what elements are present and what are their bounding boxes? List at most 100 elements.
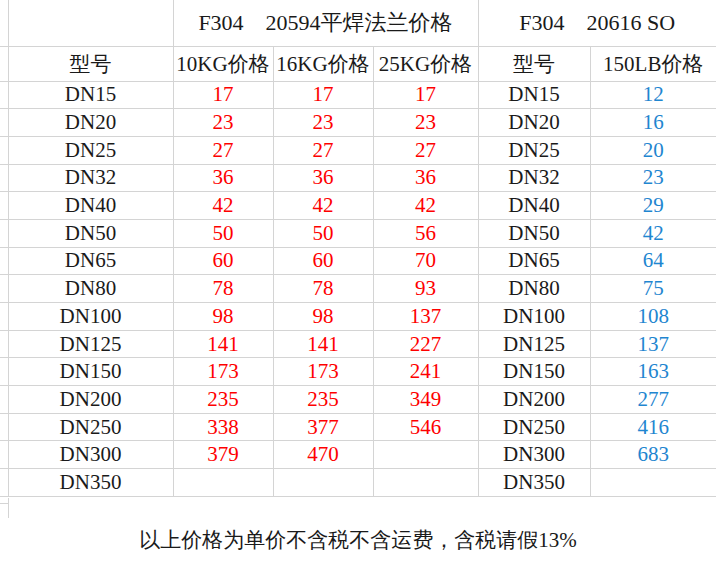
model-cell[interactable]: DN32 — [8, 164, 173, 192]
price-cell[interactable]: 98 — [273, 303, 373, 331]
price-cell[interactable]: 23 — [273, 109, 373, 137]
price-cell[interactable]: 60 — [273, 247, 373, 275]
price-cell[interactable]: 17 — [173, 81, 273, 109]
price-cell[interactable]: 50 — [173, 219, 273, 247]
model-cell[interactable]: DN50 — [478, 219, 590, 247]
model-cell[interactable]: DN15 — [8, 81, 173, 109]
price-cell[interactable]: 137 — [590, 330, 716, 358]
price-cell[interactable]: 78 — [273, 275, 373, 303]
model-cell[interactable]: DN350 — [478, 469, 590, 497]
price-cell[interactable]: 377 — [273, 413, 373, 441]
price-cell[interactable]: 27 — [173, 136, 273, 164]
price-cell[interactable]: 29 — [590, 192, 716, 220]
price-cell[interactable]: 36 — [173, 164, 273, 192]
price-cell[interactable]: 108 — [590, 303, 716, 331]
price-cell[interactable]: 50 — [273, 219, 373, 247]
price-cell[interactable] — [173, 469, 273, 497]
price-cell[interactable] — [373, 441, 478, 469]
column-header-25kg[interactable]: 25KG价格 — [373, 46, 478, 81]
price-cell[interactable]: 23 — [590, 164, 716, 192]
left-table-title[interactable]: F304 20594平焊法兰价格 — [173, 0, 478, 46]
model-cell[interactable]: DN300 — [8, 441, 173, 469]
price-cell[interactable]: 23 — [173, 109, 273, 137]
model-cell[interactable]: DN25 — [8, 136, 173, 164]
price-cell[interactable]: 42 — [590, 219, 716, 247]
price-cell[interactable]: 141 — [273, 330, 373, 358]
price-cell[interactable]: 70 — [373, 247, 478, 275]
price-cell[interactable]: 20 — [590, 136, 716, 164]
price-cell[interactable]: 64 — [590, 247, 716, 275]
empty-cell[interactable] — [8, 0, 173, 46]
price-cell[interactable]: 163 — [590, 358, 716, 386]
model-cell[interactable]: DN200 — [8, 386, 173, 414]
price-cell[interactable]: 349 — [373, 386, 478, 414]
price-cell[interactable]: 470 — [273, 441, 373, 469]
model-cell[interactable]: DN350 — [8, 469, 173, 497]
price-cell[interactable]: 235 — [273, 386, 373, 414]
model-cell[interactable]: DN250 — [478, 413, 590, 441]
price-cell[interactable]: 173 — [273, 358, 373, 386]
model-cell[interactable]: DN125 — [478, 330, 590, 358]
price-cell[interactable]: 23 — [373, 109, 478, 137]
model-cell[interactable]: DN65 — [8, 247, 173, 275]
model-cell[interactable]: DN65 — [478, 247, 590, 275]
price-cell[interactable]: 27 — [273, 136, 373, 164]
price-cell[interactable]: 546 — [373, 413, 478, 441]
column-header-16kg[interactable]: 16KG价格 — [273, 46, 373, 81]
price-cell[interactable]: 683 — [590, 441, 716, 469]
price-cell[interactable] — [590, 469, 716, 497]
column-header-150lb[interactable]: 150LB价格 — [590, 46, 716, 81]
price-cell[interactable]: 141 — [173, 330, 273, 358]
model-cell[interactable]: DN150 — [478, 358, 590, 386]
price-cell[interactable]: 241 — [373, 358, 478, 386]
table-row: DN40424242DN4029 — [0, 192, 716, 220]
price-cell[interactable]: 416 — [590, 413, 716, 441]
model-cell[interactable]: DN80 — [8, 275, 173, 303]
model-cell[interactable]: DN100 — [478, 303, 590, 331]
price-cell[interactable]: 42 — [373, 192, 478, 220]
price-cell[interactable]: 173 — [173, 358, 273, 386]
right-table-title[interactable]: F304 20616 SO — [478, 0, 716, 46]
model-cell[interactable]: DN100 — [8, 303, 173, 331]
price-cell[interactable]: 17 — [373, 81, 478, 109]
price-cell[interactable]: 60 — [173, 247, 273, 275]
model-cell[interactable]: DN20 — [8, 109, 173, 137]
model-cell[interactable]: DN80 — [478, 275, 590, 303]
price-cell[interactable]: 12 — [590, 81, 716, 109]
price-cell[interactable]: 36 — [273, 164, 373, 192]
model-cell[interactable]: DN40 — [8, 192, 173, 220]
model-cell[interactable]: DN32 — [478, 164, 590, 192]
column-header-model-right[interactable]: 型号 — [478, 46, 590, 81]
price-cell[interactable] — [373, 469, 478, 497]
price-cell[interactable]: 338 — [173, 413, 273, 441]
model-cell[interactable]: DN50 — [8, 219, 173, 247]
price-cell[interactable]: 17 — [273, 81, 373, 109]
model-cell[interactable]: DN25 — [478, 136, 590, 164]
column-header-model-left[interactable]: 型号 — [8, 46, 173, 81]
price-cell[interactable]: 42 — [273, 192, 373, 220]
model-cell[interactable]: DN200 — [478, 386, 590, 414]
model-cell[interactable]: DN15 — [478, 81, 590, 109]
price-cell[interactable]: 93 — [373, 275, 478, 303]
price-cell[interactable]: 137 — [373, 303, 478, 331]
price-cell[interactable]: 56 — [373, 219, 478, 247]
price-cell[interactable]: 227 — [373, 330, 478, 358]
price-cell[interactable]: 78 — [173, 275, 273, 303]
model-cell[interactable]: DN150 — [8, 358, 173, 386]
column-header-10kg[interactable]: 10KG价格 — [173, 46, 273, 81]
price-cell[interactable]: 27 — [373, 136, 478, 164]
price-cell[interactable]: 42 — [173, 192, 273, 220]
model-cell[interactable]: DN250 — [8, 413, 173, 441]
price-cell[interactable] — [273, 469, 373, 497]
model-cell[interactable]: DN300 — [478, 441, 590, 469]
model-cell[interactable]: DN20 — [478, 109, 590, 137]
price-cell[interactable]: 277 — [590, 386, 716, 414]
price-cell[interactable]: 75 — [590, 275, 716, 303]
price-cell[interactable]: 36 — [373, 164, 478, 192]
model-cell[interactable]: DN40 — [478, 192, 590, 220]
price-cell[interactable]: 16 — [590, 109, 716, 137]
price-cell[interactable]: 98 — [173, 303, 273, 331]
price-cell[interactable]: 379 — [173, 441, 273, 469]
model-cell[interactable]: DN125 — [8, 330, 173, 358]
price-cell[interactable]: 235 — [173, 386, 273, 414]
